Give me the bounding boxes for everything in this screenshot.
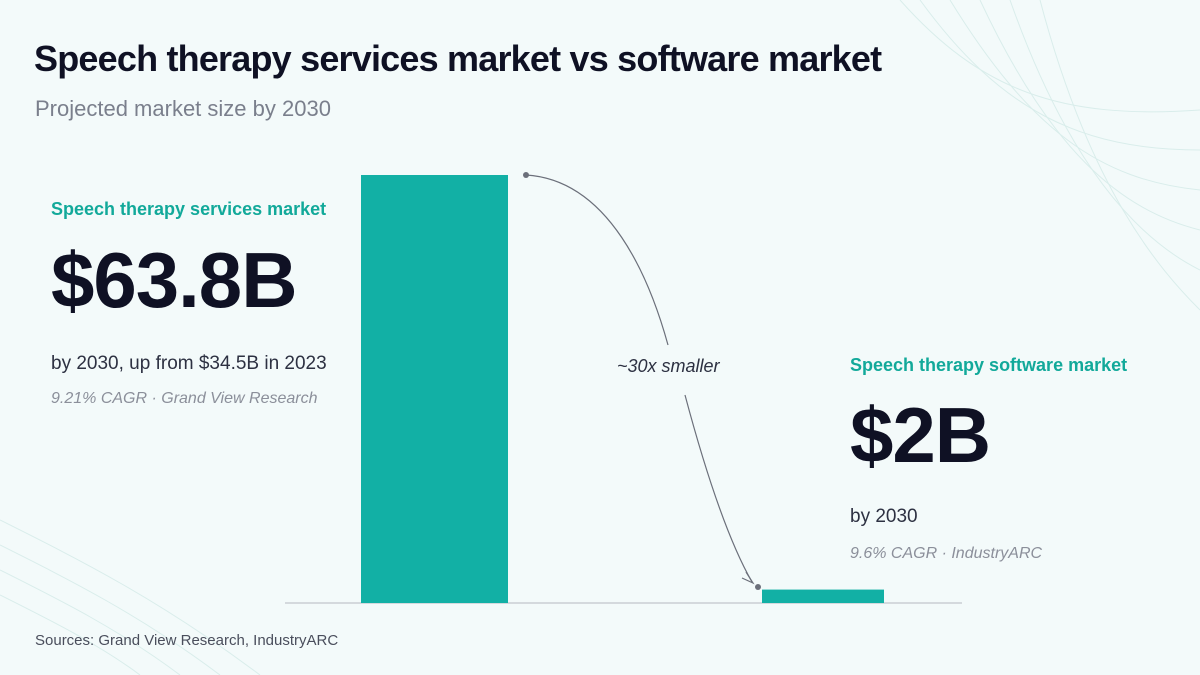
connector-end-dot <box>755 584 761 590</box>
page-title: Speech therapy services market vs softwa… <box>34 38 882 79</box>
comparison-connector-arrow-lower <box>684 394 753 583</box>
comparison-annotation: ~30x smaller <box>617 356 720 376</box>
software-market-value: $2B <box>850 391 991 479</box>
software-market-description: by 2030 <box>850 506 918 527</box>
services-market-panel: Speech therapy services market $63.8B by… <box>51 199 327 408</box>
software-market-panel: Speech therapy software market $2B by 20… <box>850 355 1127 563</box>
connector-start-dot <box>523 172 529 178</box>
comparison-connector-arrow <box>525 174 669 346</box>
bar-software-market <box>762 589 884 603</box>
services-market-description: by 2030, up from $34.5B in 2023 <box>51 353 327 374</box>
services-market-note: 9.21% CAGR · Grand View Research <box>51 390 318 407</box>
page-subtitle: Projected market size by 2030 <box>35 96 331 121</box>
services-market-value: $63.8B <box>51 236 298 324</box>
software-market-note: 9.6% CAGR · IndustryARC <box>850 545 1043 562</box>
software-market-label: Speech therapy software market <box>850 355 1128 375</box>
sources-footnote: Sources: Grand View Research, IndustryAR… <box>35 632 339 649</box>
bar-services-market <box>361 175 508 603</box>
services-market-label: Speech therapy services market <box>51 199 327 219</box>
connector-arrowhead <box>741 571 755 585</box>
